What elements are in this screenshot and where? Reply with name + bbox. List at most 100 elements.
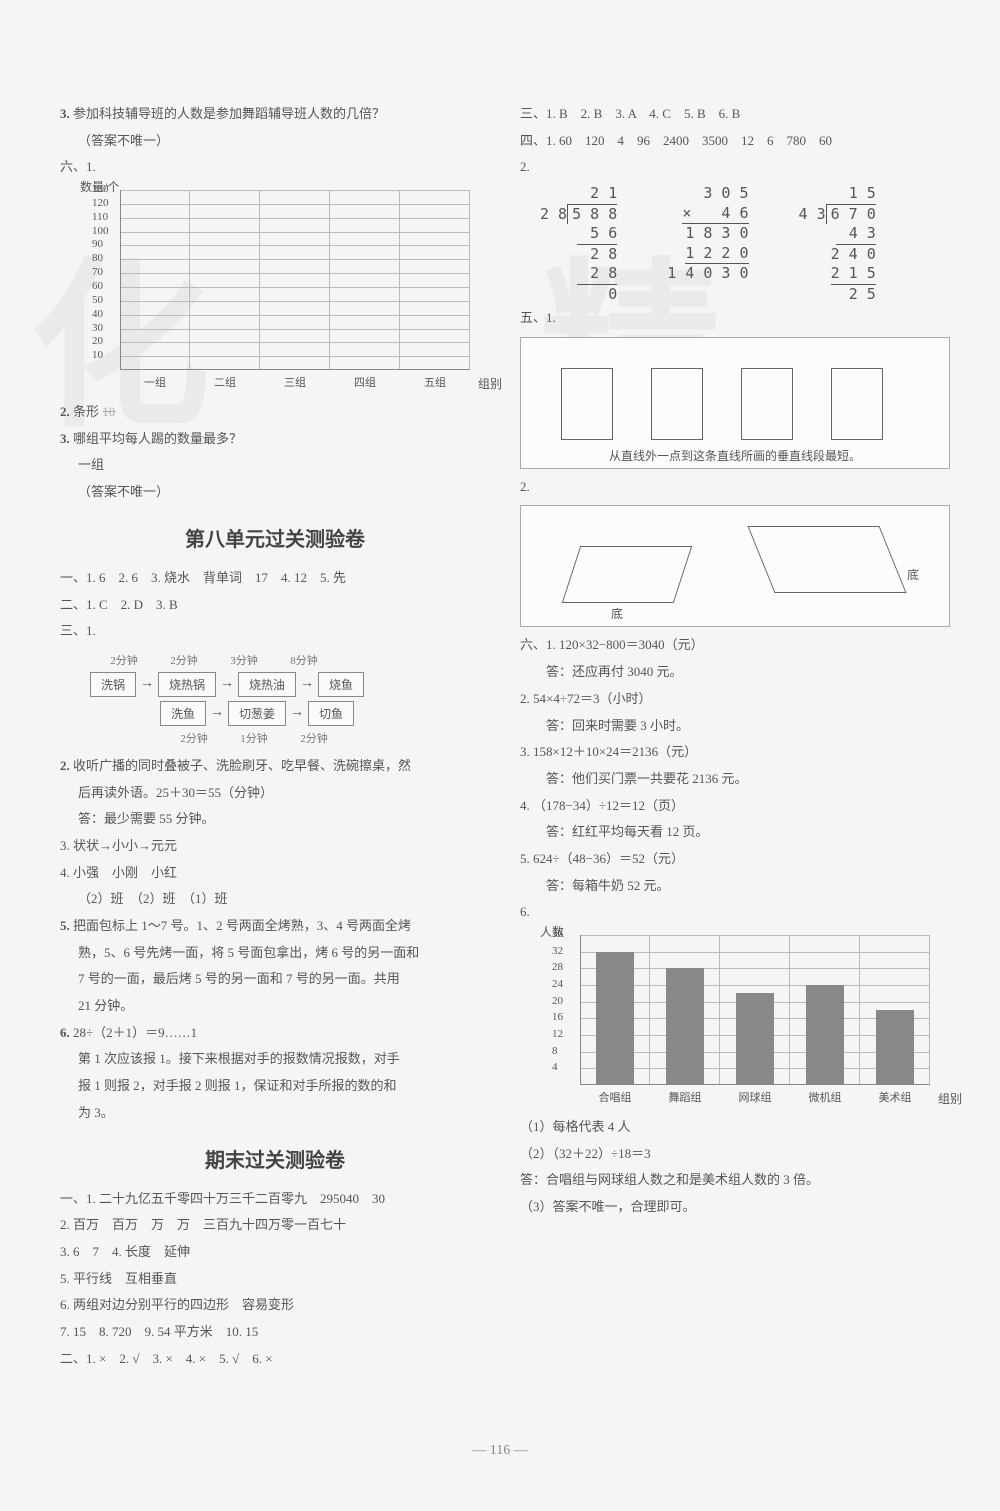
perp-3	[741, 368, 793, 440]
flow-row-1: 洗锅→ 烧热锅→ 烧热油→ 烧鱼	[90, 672, 490, 697]
mul-r2: 1 4 0 3 0	[667, 264, 748, 284]
longdiv-2: 1 5 4 36 7 0 4 3 2 4 0 2 1 5 2 5	[799, 184, 876, 304]
u8-5-l2: 熟，5、6 号先烤一面，将 5 号面包拿出，烤 6 号的另一面和	[60, 941, 490, 966]
page-body: 3. 参加科技辅导班的人数是参加舞蹈辅导班人数的几倍？ （答案不唯一） 六、1.…	[0, 0, 1000, 1413]
q3-num: 3.	[60, 106, 70, 121]
chart1-bars	[120, 190, 470, 370]
liu-line: 4. （178−34）÷12＝12（页）	[520, 794, 950, 819]
ld1-dd: 5 8 8	[567, 204, 617, 225]
perp-4	[831, 368, 883, 440]
fb2-2: 切鱼	[308, 701, 354, 726]
final-exam-block: 一、1. 二十九亿五千零四十万三千二百零九 295040 302. 百万 百万 …	[60, 1187, 490, 1372]
mul-r0: 1 8 3 0	[667, 224, 748, 244]
unit8-title: 第八单元过关测验卷	[60, 523, 490, 552]
u8-5: 5. 把面包标上 1～7 号。1、2 号两面全烤熟，3、4 号两面全烤	[60, 914, 490, 939]
flow-times-bot: 2分钟 1分钟 2分钟	[90, 730, 490, 746]
u8-5-l4: 21 分钟。	[60, 994, 490, 1019]
parallelogram-1	[562, 546, 693, 603]
mul-top: 3 0 5	[667, 184, 748, 204]
liu-6b-block: （1）每格代表 4 人（2）（32＋22）÷18＝3答：合唱组与网球组人数之和是…	[520, 1115, 950, 1220]
fb-1: 烧热锅	[158, 672, 216, 697]
u8-6-l4: 为 3。	[60, 1101, 490, 1126]
fb-0: 洗锅	[90, 672, 136, 697]
liu-line: 六、1. 120×32−800＝3040（元）	[520, 633, 950, 658]
perp-1	[561, 368, 613, 440]
fb-2: 烧热油	[238, 672, 296, 697]
arrow-icon: →	[140, 676, 154, 692]
flowchart: 2分钟 2分钟 3分钟 8分钟 洗锅→ 烧热锅→ 烧热油→ 烧鱼 洗鱼→ 切葱姜…	[90, 652, 490, 746]
ft0: 2分钟	[96, 652, 152, 668]
ld2-r3: 2 5	[799, 285, 876, 305]
liu6b-line: （1）每格代表 4 人	[520, 1115, 950, 1140]
fb2-0: 洗鱼	[160, 701, 206, 726]
ft2: 3分钟	[216, 652, 272, 668]
qm-line: 2. 百万 百万 万 万 三百九十四万零一百七十	[60, 1213, 490, 1238]
qm-line: 二、1. × 2. √ 3. × 4. × 5. √ 6. ×	[60, 1347, 490, 1372]
final-title: 期末过关测验卷	[60, 1144, 490, 1173]
ft3: 8分钟	[276, 652, 332, 668]
ld2-r2: 2 1 5	[831, 264, 876, 285]
r-si2-label: 2.	[520, 159, 530, 174]
ld1-r1: 2 8	[540, 245, 617, 265]
qm-line: 6. 两组对边分别平行的四边形 容易变形	[60, 1293, 490, 1318]
arrow-icon: →	[210, 705, 224, 721]
liu-line: 答：红红平均每天看 12 页。	[520, 820, 950, 845]
di-1: 底	[611, 605, 623, 622]
ld1-q: 2 1	[540, 184, 617, 204]
ld1-r0: 5 6	[577, 224, 617, 245]
geometry-block-2: 底 底	[520, 505, 950, 627]
u8-4b: （2）班 （2）班 （1）班	[60, 887, 490, 912]
u8-2-num: 2.	[60, 758, 70, 773]
chart1-cats: 一组二组三组四组五组	[120, 374, 470, 390]
liu-6-label: 6.	[520, 900, 950, 925]
qm-line: 7. 15 8. 720 9. 54 平方米 10. 15	[60, 1320, 490, 1345]
arrow-icon: →	[300, 676, 314, 692]
l3-q: 哪组平均每人踢的数量最多？	[73, 431, 242, 446]
liu-line: 答：每箱牛奶 52 元。	[520, 874, 950, 899]
chart2-cats: 合唱组舞蹈组网球组微机组美术组	[580, 1089, 930, 1105]
liu6b-line: （3）答案不唯一，合理即可。	[520, 1195, 950, 1220]
geometry-block-1: 从直线外一点到这条直线所画的垂直线段最短。	[520, 337, 950, 469]
u8-2: 2. 收听广播的同时叠被子、洗脸刷牙、吃早餐、洗碗擦桌，然	[60, 754, 490, 779]
u8-6-l3: 报 1 则报 2，对手报 2 则报 1，保证和对手所报的数的和	[60, 1074, 490, 1099]
ld1-r3: 0	[540, 285, 617, 305]
chart2-bars	[580, 935, 930, 1085]
u8-6-l2: 第 1 次应该报 1。接下来根据对手的报数情况报数，对手	[60, 1047, 490, 1072]
ld1-dv: 2 8	[540, 205, 567, 223]
l2-strike: 10	[102, 400, 115, 425]
l3-line: 3. 哪组平均每人踢的数量最多？	[60, 427, 490, 452]
l2-a: 条形	[73, 404, 99, 419]
u8-2-ans: 答：最少需要 55 分钟。	[60, 807, 490, 832]
six-1-label: 六、1.	[60, 155, 490, 180]
u8-yi: 一、1. 6 2. 6 3. 烧水 背单词 17 4. 12 5. 先	[60, 566, 490, 591]
liu6b-line: （2）（32＋22）÷18＝3	[520, 1142, 950, 1167]
calc-row: 2 1 2 85 8 8 5 6 2 8 2 8 0 3 0 5 × 4 6 1…	[520, 184, 950, 304]
u8-2-l1: 收听广播的同时叠被子、洗脸刷牙、吃早餐、洗碗擦桌，然	[73, 758, 411, 773]
left-column: 3. 参加科技辅导班的人数是参加舞蹈辅导班人数的几倍？ （答案不唯一） 六、1.…	[60, 100, 490, 1373]
flow-row-2: 洗鱼→ 切葱姜→ 切鱼	[90, 701, 490, 726]
fbt2: 2分钟	[286, 730, 342, 746]
r-wu-2: 2.	[520, 475, 950, 500]
u8-6-num: 6.	[60, 1025, 70, 1040]
fbt1: 1分钟	[226, 730, 282, 746]
liu-line: 5. 624÷（48−36）＝52（元）	[520, 847, 950, 872]
arrow-icon: →	[290, 705, 304, 721]
fbt0: 2分钟	[166, 730, 222, 746]
ld2-q: 1 5	[799, 184, 876, 204]
page-number-value: 116	[490, 1443, 510, 1458]
r-san: 三、1. B 2. B 3. A 4. C 5. B 6. B	[520, 102, 950, 127]
flow-times-top: 2分钟 2分钟 3分钟 8分钟	[90, 652, 490, 668]
u8-5-l3: 7 号的一面，最后烤 5 号的另一面和 7 号的另一面。共用	[60, 967, 490, 992]
l3-num: 3.	[60, 431, 70, 446]
liu6b-line: 答：合唱组与网球组人数之和是美术组人数的 3 倍。	[520, 1168, 950, 1193]
u8-san: 三、1.	[60, 619, 490, 644]
longdiv-1: 2 1 2 85 8 8 5 6 2 8 2 8 0	[540, 184, 617, 304]
bar-chart-2: 人数 4812162024283236 合唱组舞蹈组网球组微机组美术组 组别	[580, 935, 950, 1105]
u8-4a: 4. 小强 小刚 小红	[60, 861, 490, 886]
mul-op: × 4 6	[682, 204, 748, 225]
fb-3: 烧鱼	[318, 672, 364, 697]
u8-3: 3. 状状→小小→元元	[60, 834, 490, 859]
u8-2-l2: 后再读外语。25＋30＝55（分钟）	[60, 781, 490, 806]
right-column: 三、1. B 2. B 3. A 4. C 5. B 6. B 四、1. 60 …	[520, 100, 950, 1373]
arrow-icon: →	[220, 676, 234, 692]
